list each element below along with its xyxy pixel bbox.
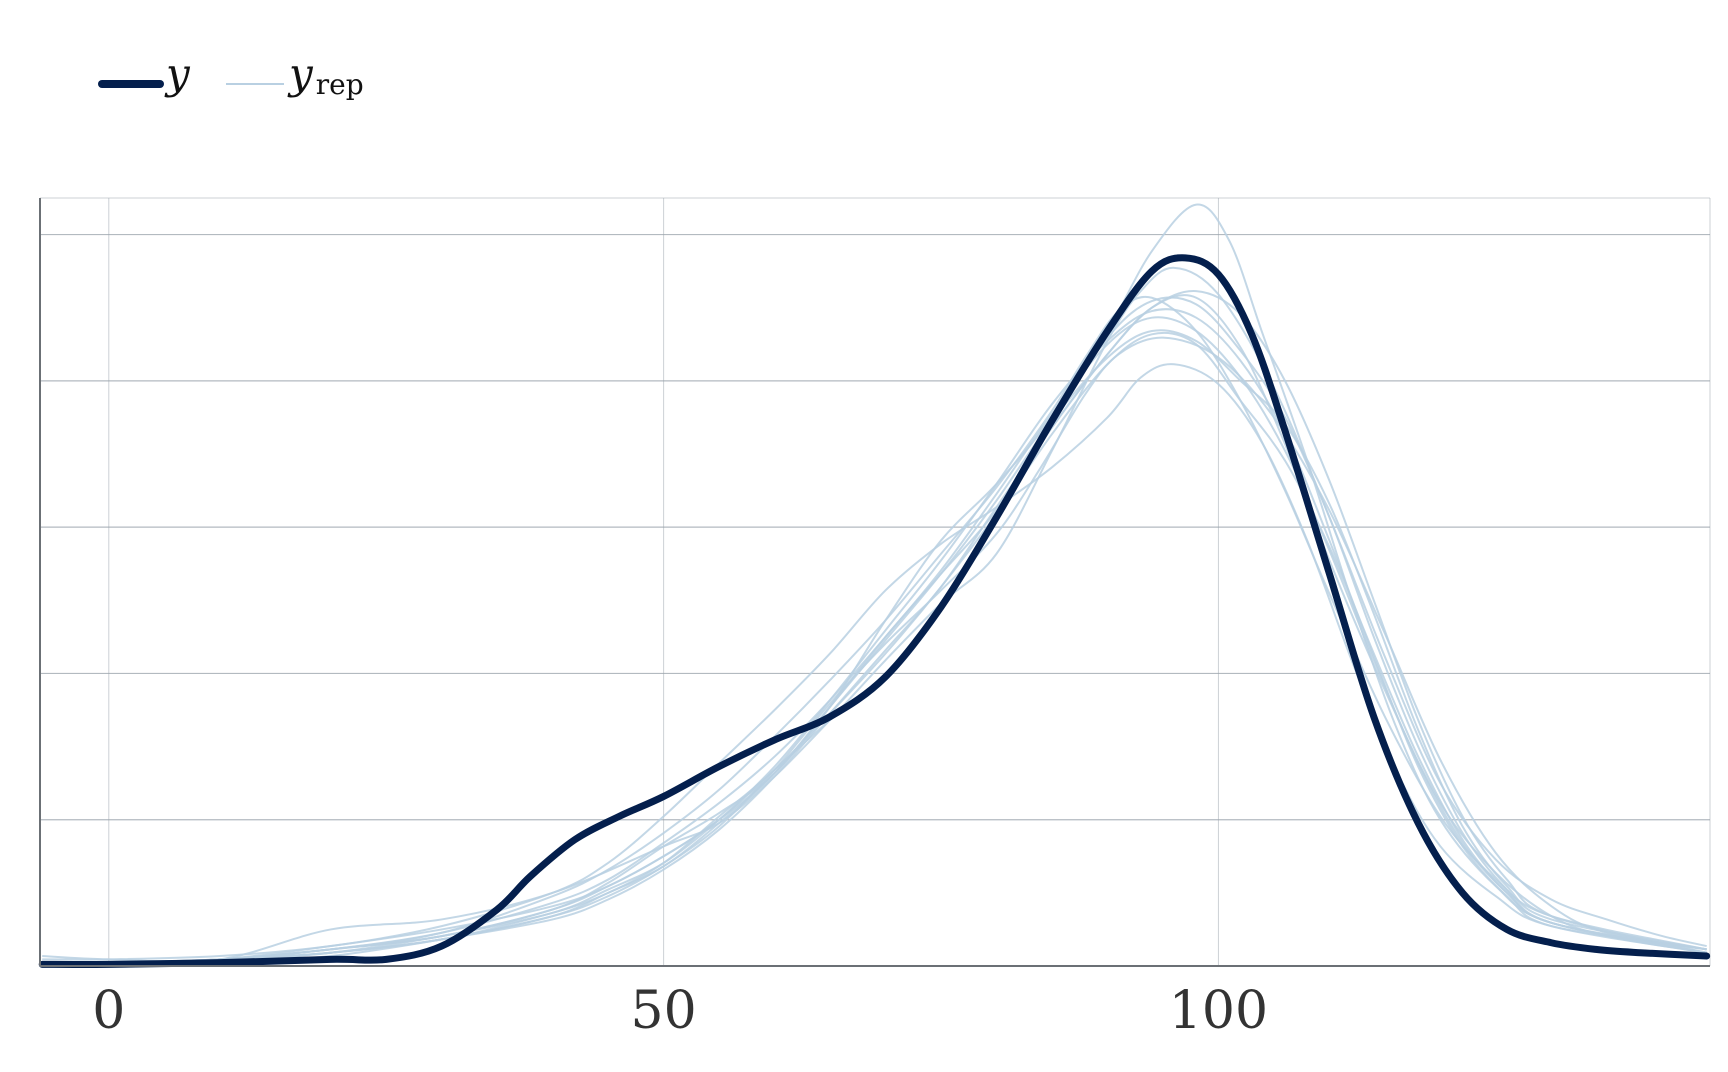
replicated-density-line-8: [42, 308, 1707, 964]
x-tick-label-50: 50: [631, 981, 697, 1041]
replicated-density-line-10: [42, 316, 1707, 964]
legend-label-replicated: y rep: [287, 49, 364, 101]
legend-label-replicated-main: y: [287, 49, 314, 98]
observed-series-group: [38, 254, 1711, 968]
replicated-series-group: [42, 203, 1707, 965]
x-tick-label-100: 100: [1169, 981, 1268, 1041]
legend-label-replicated-subscript: rep: [316, 68, 364, 101]
gridlines: [40, 197, 1711, 966]
legend: y y rep: [98, 49, 364, 101]
x-tick-labels: 0 50 100: [92, 981, 1268, 1041]
axes: [39, 198, 1710, 967]
legend-label-observed: y: [164, 49, 191, 98]
observed-density-line: [38, 254, 1711, 968]
replicated-density-line-5: [42, 203, 1707, 964]
x-tick-label-0: 0: [92, 981, 125, 1041]
